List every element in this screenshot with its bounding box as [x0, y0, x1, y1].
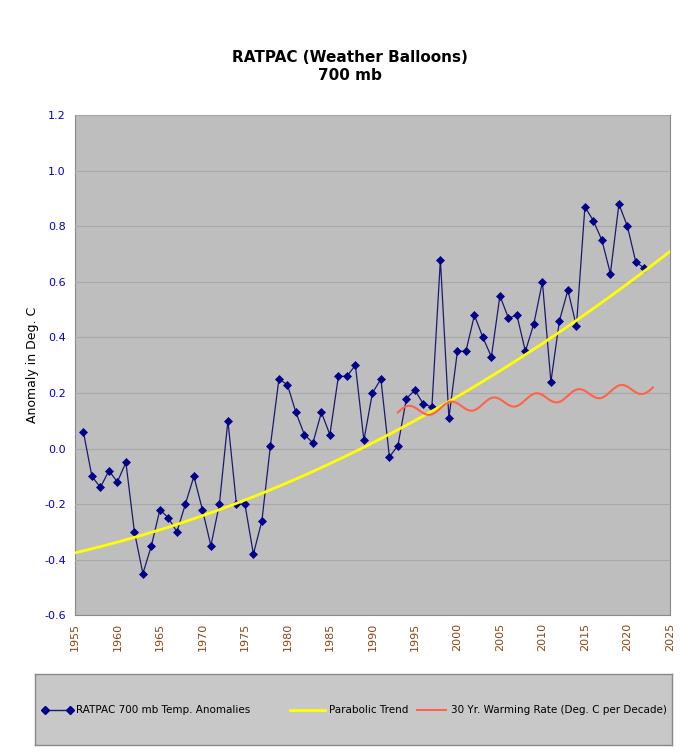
- Text: 700 mb: 700 mb: [318, 68, 382, 83]
- Y-axis label: Anomaly in Deg. C: Anomaly in Deg. C: [26, 307, 38, 423]
- Text: Parabolic Trend: Parabolic Trend: [329, 705, 409, 715]
- Text: RATPAC 700 mb Temp. Anomalies: RATPAC 700 mb Temp. Anomalies: [76, 705, 251, 715]
- Text: 30 Yr. Warming Rate (Deg. C per Decade): 30 Yr. Warming Rate (Deg. C per Decade): [451, 705, 667, 715]
- Text: RATPAC (Weather Balloons): RATPAC (Weather Balloons): [232, 50, 468, 66]
